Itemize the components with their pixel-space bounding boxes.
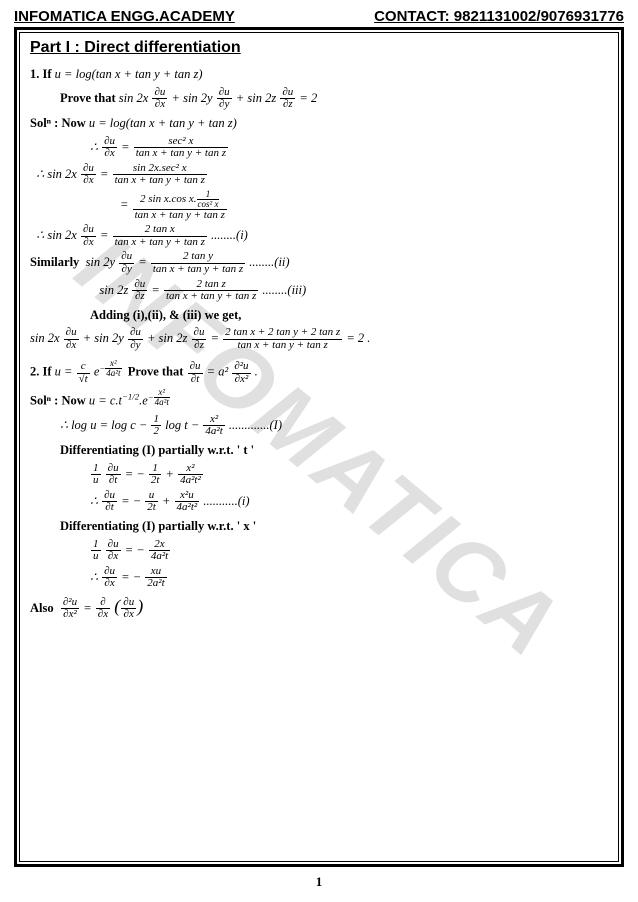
question-2: 2. If u = c√t e−x²4a²t Prove that ∂u∂t =…: [30, 359, 608, 620]
q1-step4: ∴ sin 2x ∂u∂x = 2 tan xtan x + tan y + t…: [30, 224, 608, 248]
q1-soln-label: Solⁿ :: [30, 116, 58, 130]
q2-label: 2. If: [30, 365, 52, 379]
q1-tag-ii: ........(ii): [249, 255, 289, 269]
q2-soln-label: Solⁿ :: [30, 394, 58, 408]
q1-label: 1. If: [30, 67, 52, 81]
header-left: INFOMATICA ENGG.ACADEMY: [14, 8, 235, 25]
q2-tag-i: ...........(i): [203, 494, 249, 508]
q2-prove-label: Prove that: [128, 365, 184, 379]
q2-diff-x-2: ∴ ∂u∂x = − xu2a²t: [30, 566, 608, 590]
question-1: 1. If u = log(tan x + tan y + tan z) Pro…: [30, 65, 608, 351]
q1-now-label: Now: [61, 116, 85, 130]
outer-border: INFOMATICA Part I : Direct differentiati…: [14, 27, 624, 867]
q1-final: sin 2x ∂u∂x + sin 2y ∂u∂y + sin 2z ∂u∂z …: [30, 327, 608, 351]
q2-diff-x: Differentiating (I) partially w.r.t. ' x…: [30, 517, 608, 536]
page-number: 1: [316, 874, 323, 890]
q1-step6: sin 2z ∂u∂z = 2 tan ztan x + tan y + tan…: [30, 279, 608, 303]
q2-diff-t-1: 1u ∂u∂t = − 12t + x²4a²t²: [30, 463, 608, 487]
q1-step2: ∴ sin 2x ∂u∂x = sin 2x.sec² xtan x + tan…: [30, 163, 608, 187]
q2-also: Also ∂²u∂x² = ∂∂x (∂u∂x): [30, 593, 608, 621]
part-title: Part I : Direct differentiation: [30, 39, 608, 57]
q2-diff-t-2: ∴ ∂u∂t = − u2t + x²u4a²t² ...........(i): [30, 490, 608, 514]
q1-now-eq: u = log(tan x + tan y + tan z): [89, 116, 237, 130]
page: INFOMATICA ENGG.ACADEMY CONTACT: 9821131…: [0, 0, 638, 902]
q1-step5: Similarly sin 2y ∂u∂y = 2 tan ytan x + t…: [30, 251, 608, 275]
q2-diff-t: Differentiating (I) partially w.r.t. ' t…: [30, 441, 608, 460]
q1-adding: Adding (i),(ii), & (iii) we get,: [30, 306, 608, 325]
q1-prove-eq: sin 2x ∂u∂x + sin 2y ∂u∂y + sin 2z ∂u∂z …: [119, 91, 317, 105]
q1-step1: ∴ ∂u∂x = sec² xtan x + tan y + tan z: [30, 136, 608, 160]
q2-tag-I: .............(I): [229, 418, 282, 432]
inner-border: INFOMATICA Part I : Direct differentiati…: [19, 32, 619, 862]
q1-given: u = log(tan x + tan y + tan z): [55, 67, 203, 81]
q1-prove-rhs: = 2: [299, 91, 317, 105]
q1-tag-iii: ........(iii): [262, 282, 306, 296]
page-header: INFOMATICA ENGG.ACADEMY CONTACT: 9821131…: [14, 8, 624, 25]
q2-log: ∴ log u = log c − 12 log t − x²4a²t ....…: [30, 414, 608, 438]
q1-step3: = 2 sin x.cos x.1cos² x tan x + tan y + …: [30, 190, 608, 222]
q1-prove-label: Prove that: [60, 91, 116, 105]
q2-diff-x-1: 1u ∂u∂x = − 2x4a²t: [30, 539, 608, 563]
q1-tag-i: ........(i): [211, 228, 248, 242]
q2-now-label: Now: [61, 394, 85, 408]
q1-final-rhs: = 2 .: [346, 331, 370, 345]
q1-similarly: Similarly: [30, 255, 79, 269]
q2-also-label: Also: [30, 601, 54, 615]
header-right: CONTACT: 9821131002/9076931776: [374, 8, 624, 25]
